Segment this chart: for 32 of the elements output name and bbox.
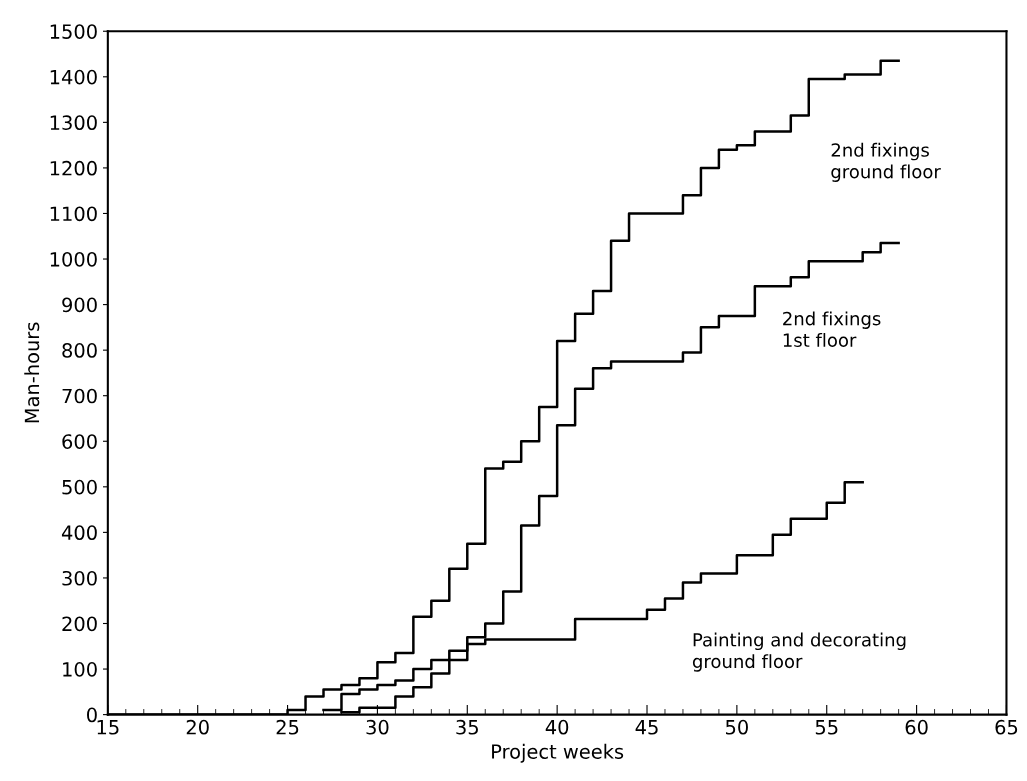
x-tick-label: 55: [815, 720, 838, 735]
x-tick-label: 35: [456, 719, 478, 735]
y-tick-label: 400: [61, 525, 97, 541]
x-tick-label: 60: [905, 719, 928, 735]
x-tick-label: 50: [726, 719, 748, 735]
y-tick-label: 900: [62, 297, 97, 313]
x-tick-label: 25: [276, 719, 299, 735]
y-tick-label: 0: [87, 707, 97, 723]
y-tick-label: 600: [62, 434, 97, 449]
x-tick-label: 45: [635, 720, 658, 735]
y-tick-label: 300: [62, 570, 97, 586]
x-axis-title: Project weeks: [492, 743, 624, 763]
y-tick-label: 800: [62, 343, 97, 358]
y-tick-label: 100: [63, 662, 97, 677]
y-tick-label: 1100: [50, 206, 97, 222]
x-tick-label: 40: [545, 719, 569, 735]
series-label: 2nd fixings 1st floor: [783, 311, 881, 347]
y-tick-label: 1300: [50, 115, 97, 131]
y-tick-label: 700: [62, 388, 97, 404]
y-tick-label: 1500: [50, 24, 97, 39]
y-tick-label: 1400: [50, 69, 97, 85]
x-tick-label: 20: [186, 719, 209, 735]
y-tick-label: 1000: [50, 251, 97, 267]
y-tick-label: 500: [62, 479, 97, 495]
x-tick-label: 30: [366, 719, 389, 735]
series-label: 2nd fixings ground floor: [831, 142, 941, 182]
series-label: Painting and decorating ground floor: [692, 632, 906, 672]
x-tick-label: 65: [995, 719, 1018, 735]
y-axis-title: Man-hours: [24, 322, 40, 423]
y-tick-label: 200: [62, 616, 97, 632]
x-tick-label: 15: [97, 720, 119, 735]
y-tick-label: 1200: [50, 160, 97, 176]
